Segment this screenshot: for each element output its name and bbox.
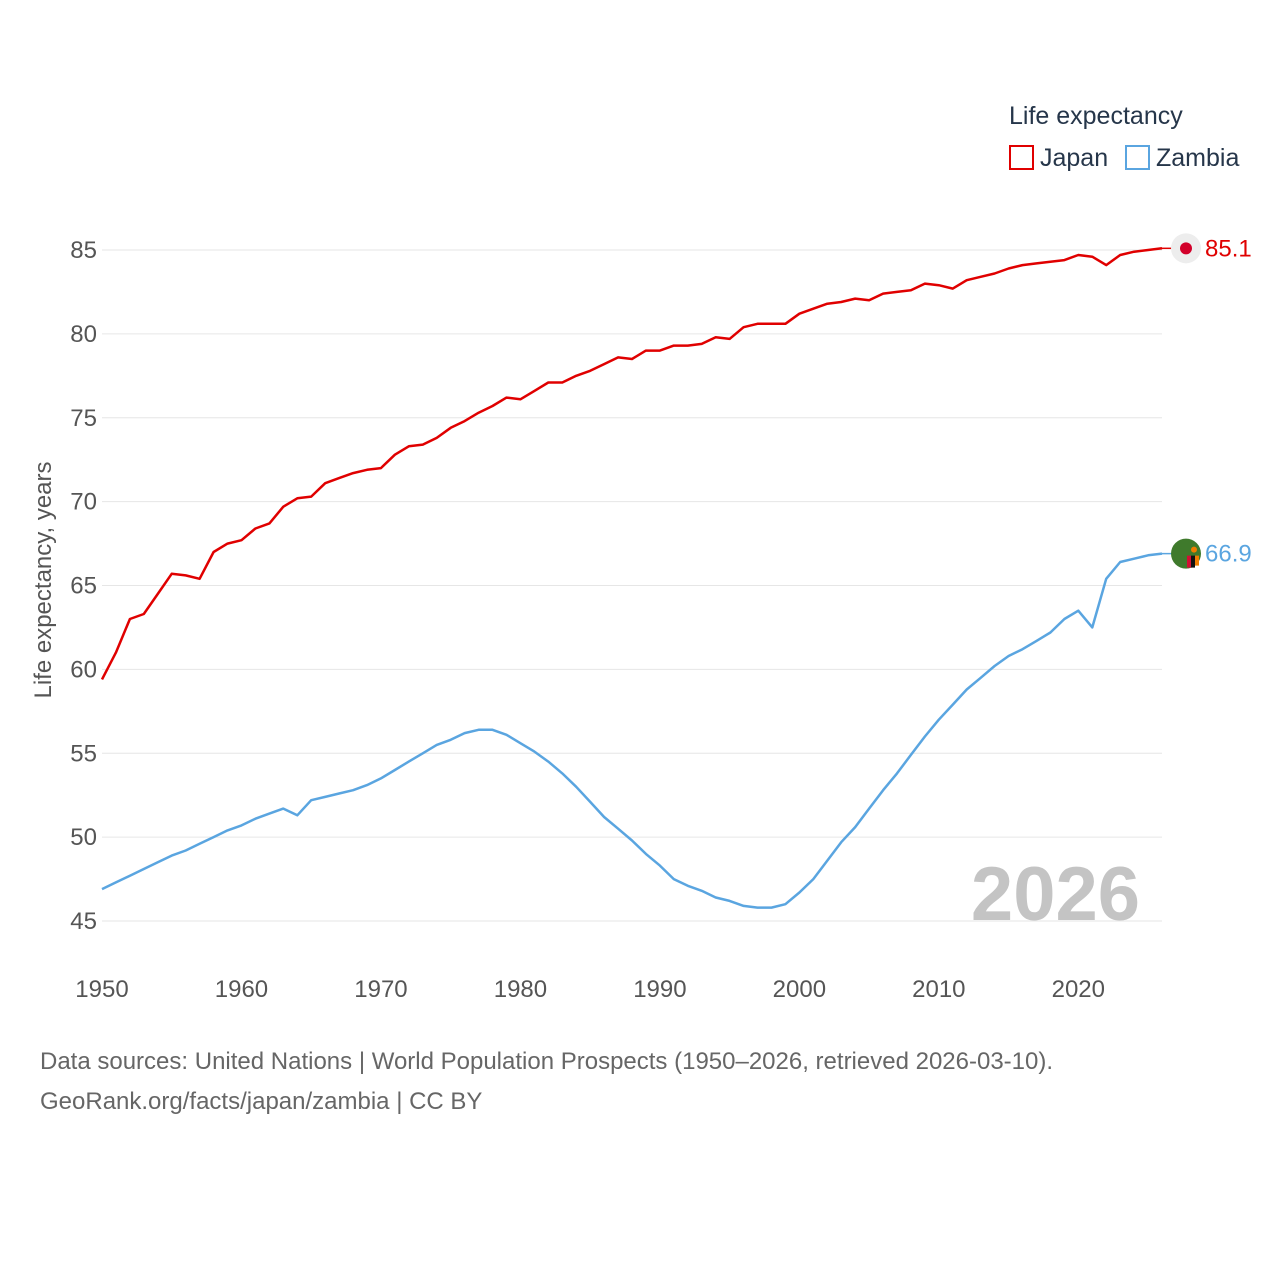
legend-swatch-japan [1009, 145, 1034, 170]
y-tick-label-70: 70 [70, 489, 97, 516]
x-tick-label-2010: 2010 [912, 976, 965, 1003]
x-axis-ticks: 1950 1960 1970 1980 1990 2000 2010 2020 [75, 976, 1105, 1003]
end-value-label-japan: 85.1 [1205, 235, 1252, 262]
flag-eagle [1191, 546, 1197, 553]
legend-item-zambia[interactable]: Zambia [1125, 144, 1239, 172]
x-tick-label-2000: 2000 [773, 976, 826, 1003]
life-expectancy-chart: 2026 45 50 55 60 65 70 75 80 85 1950 1960 1970 1980… [30, 102, 1252, 1003]
x-tick-label-1990: 1990 [633, 976, 686, 1003]
legend-item-japan[interactable]: Japan [1009, 144, 1108, 172]
end-value-label-zambia: 66.9 [1205, 541, 1252, 568]
legend-swatch-zambia [1125, 145, 1150, 170]
x-tick-label-1950: 1950 [75, 976, 128, 1003]
flag-stripe-black [1191, 555, 1195, 568]
legend-title: Life expectancy [1009, 102, 1183, 130]
series-line-japan[interactable] [100, 247, 1163, 680]
y-tick-label-45: 45 [70, 908, 97, 935]
zambia-flag-icon [1171, 538, 1201, 569]
legend: Life expectancy Japan Zambia [1009, 102, 1239, 172]
gridlines [102, 249, 1162, 922]
y-tick-label-50: 50 [70, 824, 97, 851]
x-tick-label-1980: 1980 [494, 976, 547, 1003]
x-tick-label-1960: 1960 [215, 976, 268, 1003]
series-lines [100, 247, 1163, 909]
y-tick-label-65: 65 [70, 573, 97, 600]
chart-source-footer: Data sources: United Nations | World Pop… [40, 1042, 1240, 1122]
y-tick-label-80: 80 [70, 321, 97, 348]
current-year-watermark: 2026 [971, 852, 1140, 937]
legend-label-zambia: Zambia [1156, 144, 1239, 172]
data-source-line: Data sources: United Nations | World Pop… [40, 1048, 1054, 1075]
y-tick-label-75: 75 [70, 405, 97, 432]
y-axis-ticks: 45 50 55 60 65 70 75 80 85 [70, 237, 97, 935]
end-markers: 85.1 66.9 [1162, 233, 1252, 569]
y-tick-label-85: 85 [70, 237, 97, 264]
japan-flag-icon [1171, 233, 1201, 264]
y-axis-title: Life expectancy, years [30, 461, 57, 698]
flag-sun [1180, 242, 1192, 255]
legend-label-japan: Japan [1040, 144, 1108, 172]
credit-line[interactable]: GeoRank.org/facts/japan/zambia | CC BY [40, 1088, 483, 1115]
x-tick-label-1970: 1970 [354, 976, 407, 1003]
y-tick-label-60: 60 [70, 656, 97, 683]
series-line-zambia[interactable] [101, 552, 1163, 909]
x-tick-label-2020: 2020 [1052, 976, 1105, 1003]
y-tick-label-55: 55 [70, 740, 97, 767]
flag-stripe-red [1187, 555, 1191, 568]
flag-stripe-orange [1195, 555, 1199, 566]
